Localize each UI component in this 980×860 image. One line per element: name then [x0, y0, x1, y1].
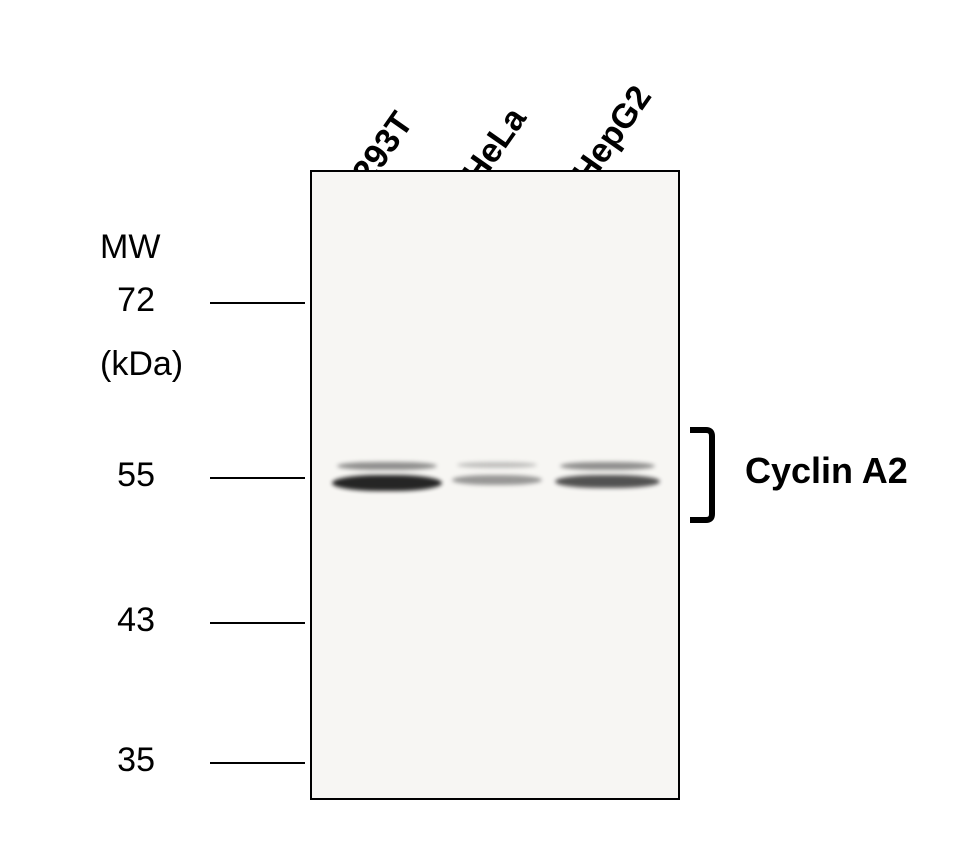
mw-marker-72: 72	[95, 281, 155, 320]
band-lane1	[457, 462, 537, 468]
target-bracket	[690, 425, 722, 525]
band-lane1	[452, 475, 542, 485]
mw-tick-35	[210, 762, 305, 764]
band-lane0	[332, 475, 442, 491]
band-lane0	[337, 462, 437, 470]
mw-tick-55	[210, 477, 305, 479]
target-label: Cyclin A2	[745, 450, 908, 492]
mw-tick-43	[210, 622, 305, 624]
mw-line2: (kDa)	[100, 345, 183, 384]
band-lane2	[560, 462, 655, 470]
band-lane2	[555, 475, 660, 488]
mw-marker-55: 55	[95, 456, 155, 495]
blot-membrane	[310, 170, 680, 800]
mw-marker-35: 35	[95, 741, 155, 780]
mw-tick-72	[210, 302, 305, 304]
mw-line1: MW	[100, 228, 183, 267]
mw-marker-43: 43	[95, 601, 155, 640]
western-blot-figure: MW (kDa) 72554335 293THeLaHepG2 Cyclin A…	[0, 0, 980, 860]
